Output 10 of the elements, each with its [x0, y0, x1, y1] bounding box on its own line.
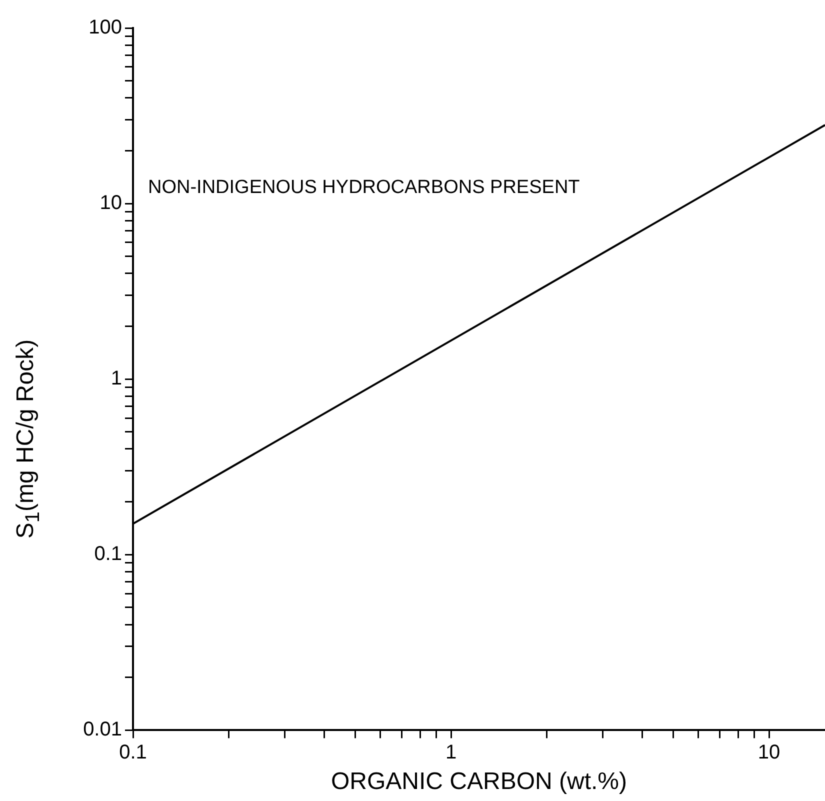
- y-tick-label: 10: [100, 192, 122, 214]
- x-tick-label: 0.1: [119, 742, 147, 764]
- x-tick-label: 1: [445, 742, 457, 764]
- x-axis-title: ORGANIC CARBON (wt.%): [330, 768, 628, 796]
- y-tick-label: 1: [110, 368, 122, 390]
- y-tick-label: 100: [88, 16, 122, 39]
- x-tick-label: 10: [758, 742, 780, 764]
- y-tick-label: 0.01: [83, 718, 122, 741]
- annotation: NON-INDIGENOUS HYDROCARBONS PRESENT: [148, 177, 580, 198]
- y-tick-label: 0.1: [94, 543, 122, 566]
